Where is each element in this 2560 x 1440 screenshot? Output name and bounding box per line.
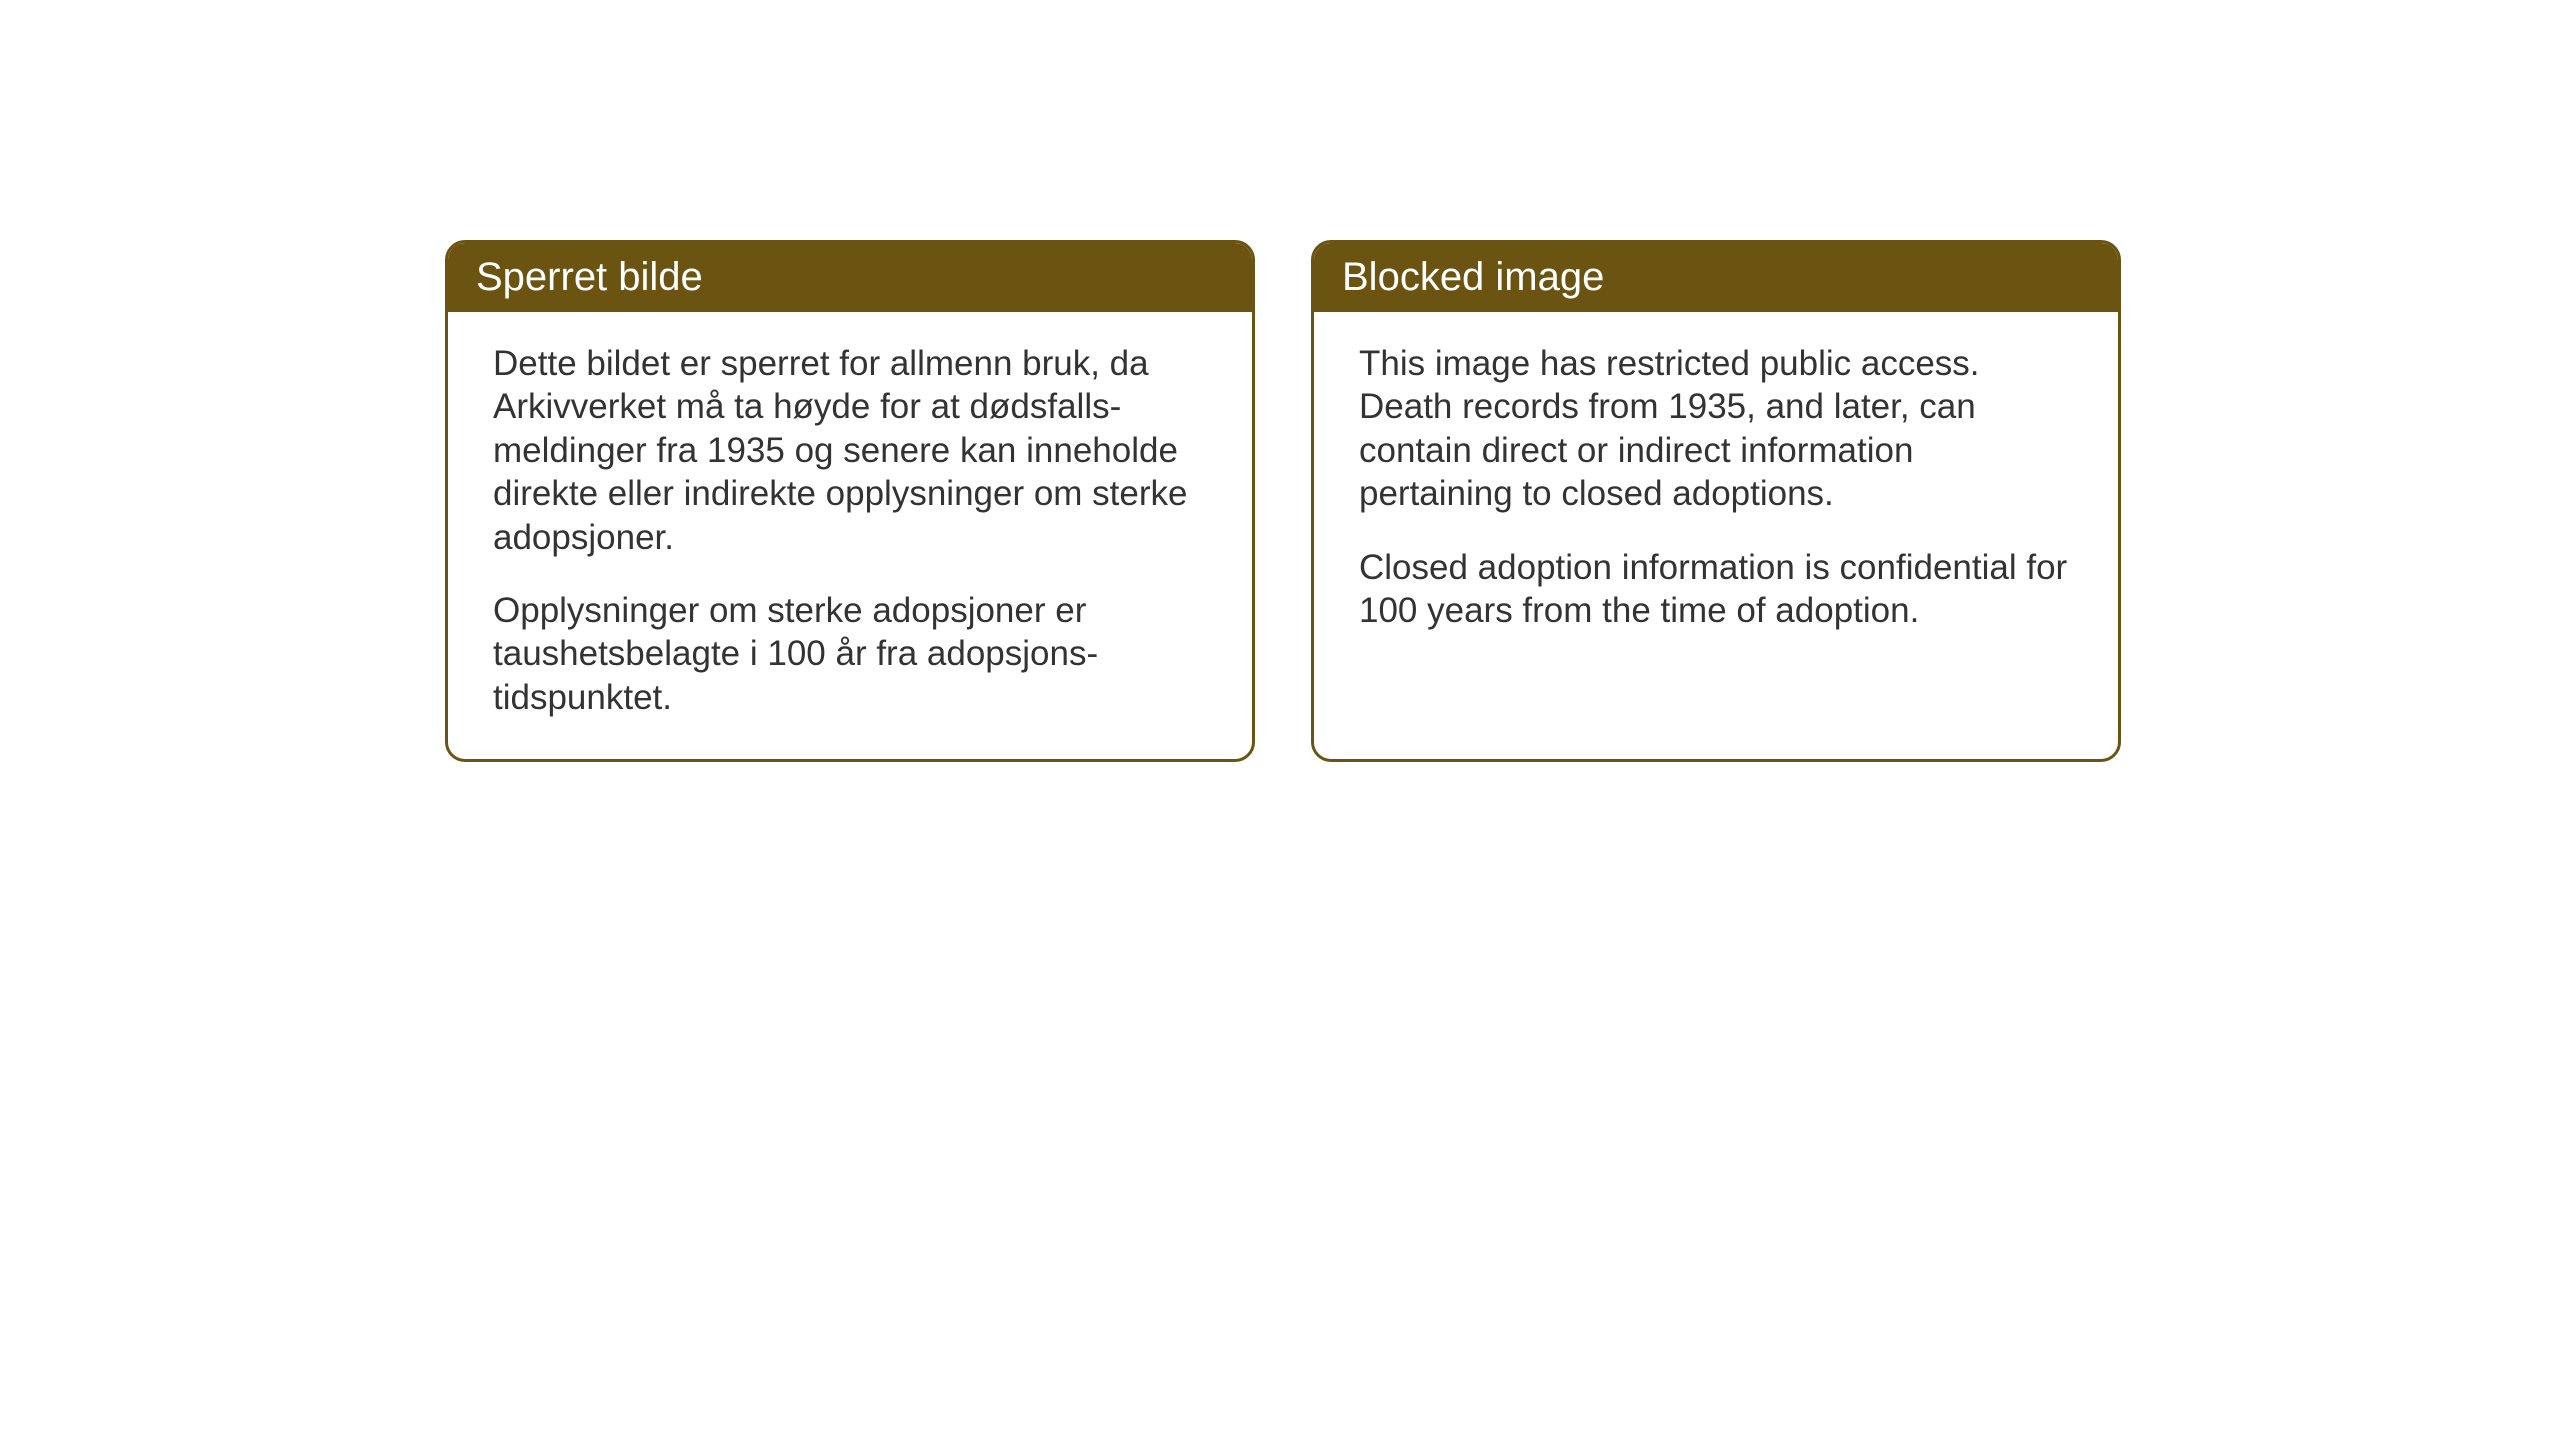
card-norwegian-paragraph2: Opplysninger om sterke adopsjoner er tau…	[493, 589, 1207, 719]
card-english-title: Blocked image	[1342, 255, 1604, 299]
card-norwegian-title: Sperret bilde	[476, 255, 703, 299]
card-english-paragraph1: This image has restricted public access.…	[1359, 342, 2073, 516]
card-norwegian-body: Dette bildet er sperret for allmenn bruk…	[448, 312, 1252, 759]
card-english-body: This image has restricted public access.…	[1314, 312, 2118, 732]
card-norwegian-paragraph1: Dette bildet er sperret for allmenn bruk…	[493, 342, 1207, 559]
card-english-paragraph2: Closed adoption information is confident…	[1359, 546, 2073, 633]
card-english-header: Blocked image	[1314, 243, 2118, 312]
card-norwegian: Sperret bilde Dette bildet er sperret fo…	[445, 240, 1255, 762]
card-norwegian-header: Sperret bilde	[448, 243, 1252, 312]
cards-container: Sperret bilde Dette bildet er sperret fo…	[445, 240, 2121, 762]
card-english: Blocked image This image has restricted …	[1311, 240, 2121, 762]
